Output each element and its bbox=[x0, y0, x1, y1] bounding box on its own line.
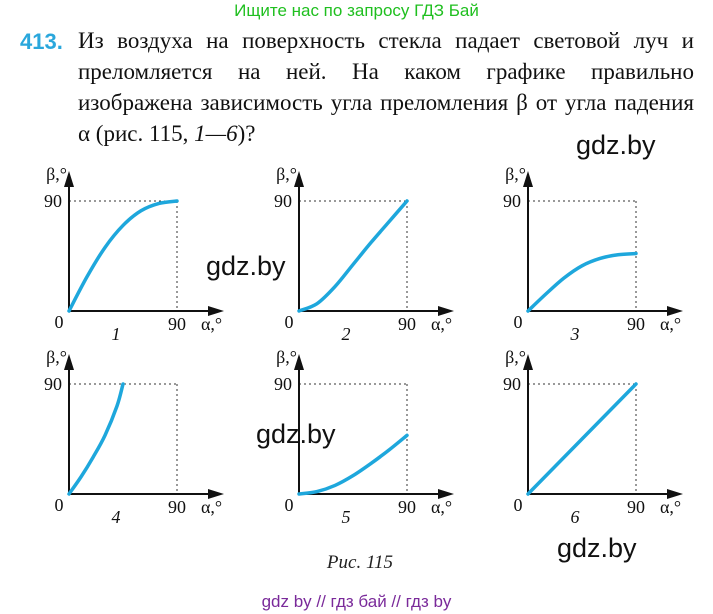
watermark: gdz.by bbox=[256, 419, 336, 449]
y-axis-label: β,° bbox=[276, 347, 297, 367]
y-tick-90: 90 bbox=[503, 374, 521, 394]
graph-number-label: 2 bbox=[342, 324, 351, 344]
y-axis-label: β,° bbox=[46, 347, 67, 367]
series-curve-3 bbox=[526, 251, 638, 313]
x-axis-arrow bbox=[438, 306, 454, 316]
problem-text-end: )? bbox=[237, 121, 256, 146]
y-axis-arrow bbox=[294, 171, 304, 187]
y-tick-90: 90 bbox=[44, 191, 62, 211]
y-tick-90: 90 bbox=[44, 374, 62, 394]
x-axis-label: α,° bbox=[431, 497, 452, 517]
problem-text-main: Из воздуха на поверхность стекла падает … bbox=[78, 28, 694, 146]
x-axis-label: α,° bbox=[660, 497, 681, 517]
x-axis-label: α,° bbox=[660, 314, 681, 334]
y-tick-90: 90 bbox=[503, 191, 521, 211]
graph-number-label: 5 bbox=[342, 507, 351, 527]
origin-label: 0 bbox=[285, 312, 294, 332]
problem-number: 413. bbox=[20, 29, 63, 54]
watermark: gdz.by bbox=[576, 130, 656, 160]
graph-number-label: 6 bbox=[571, 507, 580, 527]
series-curve-5 bbox=[297, 433, 409, 496]
y-tick-90: 90 bbox=[274, 374, 292, 394]
figure-caption: Рис. 115 bbox=[326, 552, 394, 573]
watermark: gdz.by bbox=[557, 533, 637, 563]
series-curve-4 bbox=[67, 382, 125, 496]
x-tick-90: 90 bbox=[627, 497, 645, 517]
x-axis-arrow bbox=[208, 306, 224, 316]
origin-label: 0 bbox=[514, 495, 523, 515]
y-axis-arrow bbox=[523, 171, 533, 187]
x-axis-arrow bbox=[438, 489, 454, 499]
origin-label: 0 bbox=[55, 495, 64, 515]
problem-text-italic: 1—6 bbox=[194, 121, 238, 146]
x-tick-90: 90 bbox=[627, 314, 645, 334]
series-curve-1 bbox=[67, 199, 179, 313]
y-axis-arrow bbox=[294, 354, 304, 370]
origin-label: 0 bbox=[514, 312, 523, 332]
graph-number-label: 1 bbox=[112, 324, 121, 344]
origin-label: 0 bbox=[55, 312, 64, 332]
y-axis-arrow bbox=[64, 171, 74, 187]
x-axis-arrow bbox=[667, 489, 683, 499]
graph-number-label: 3 bbox=[570, 324, 580, 344]
x-tick-90: 90 bbox=[398, 497, 416, 517]
y-axis-label: β,° bbox=[505, 164, 526, 184]
x-axis-label: α,° bbox=[201, 497, 222, 517]
x-axis-arrow bbox=[208, 489, 224, 499]
y-axis-label: β,° bbox=[46, 164, 67, 184]
origin-label: 0 bbox=[285, 495, 294, 515]
problem-text: Из воздуха на поверхность стекла падает … bbox=[78, 25, 694, 149]
x-tick-90: 90 bbox=[168, 314, 186, 334]
x-axis-arrow bbox=[667, 306, 683, 316]
y-tick-90: 90 bbox=[274, 191, 292, 211]
y-axis-arrow bbox=[523, 354, 533, 370]
graph-number-label: 4 bbox=[112, 507, 121, 527]
series-curve-6 bbox=[526, 382, 638, 496]
x-axis-label: α,° bbox=[201, 314, 222, 334]
series-curve-2 bbox=[297, 199, 409, 313]
footer-links: gdz by // гдз бай // гдз by bbox=[261, 592, 452, 611]
y-axis-arrow bbox=[64, 354, 74, 370]
x-tick-90: 90 bbox=[168, 497, 186, 517]
watermark: gdz.by bbox=[206, 251, 286, 281]
y-axis-label: β,° bbox=[505, 347, 526, 367]
search-banner: Ищите нас по запросу ГДЗ Бай bbox=[234, 1, 479, 20]
y-axis-label: β,° bbox=[276, 164, 297, 184]
x-axis-label: α,° bbox=[431, 314, 452, 334]
x-tick-90: 90 bbox=[398, 314, 416, 334]
